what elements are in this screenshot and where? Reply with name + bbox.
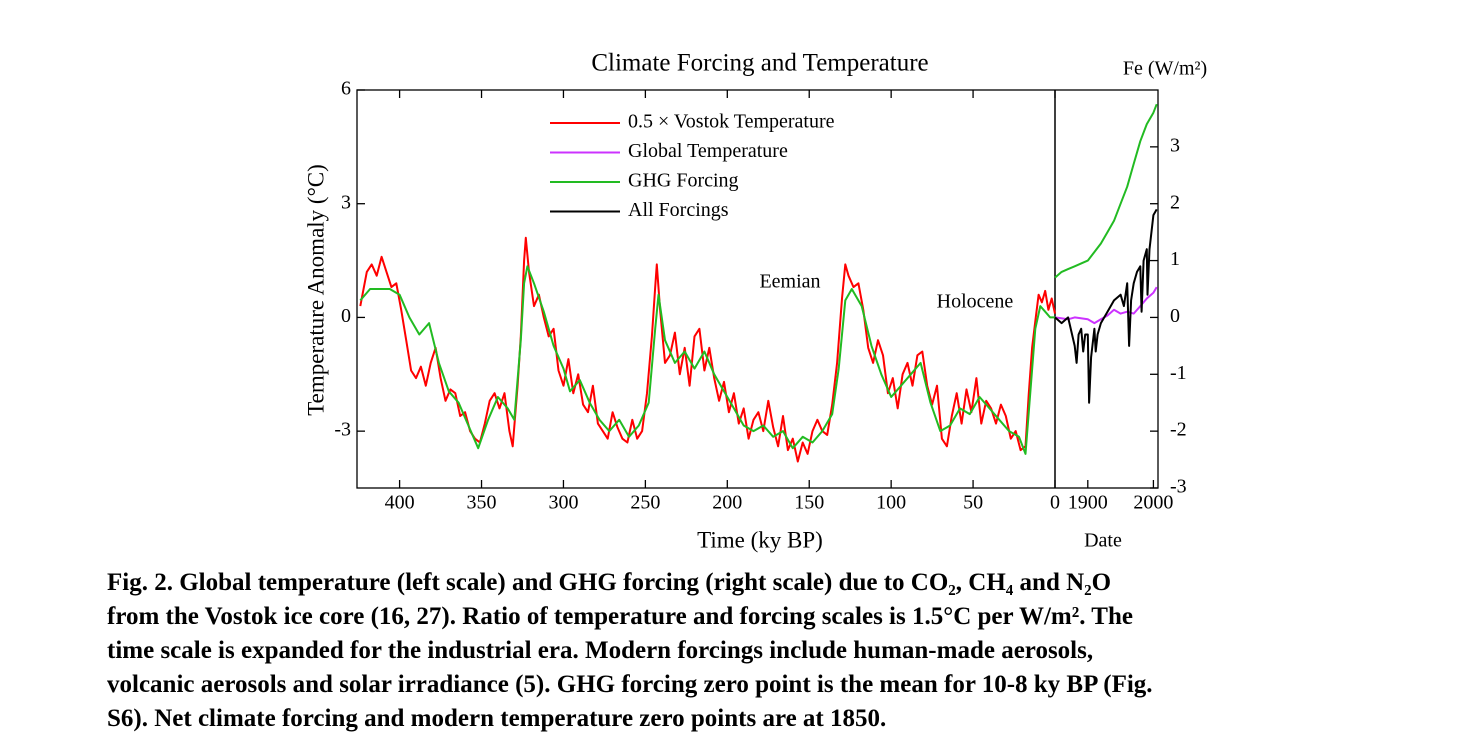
y2-tick-label: 3 <box>1170 134 1180 156</box>
x-axis-label: Time (ky BP) <box>697 527 823 552</box>
legend-label: 0.5 × Vostok Temperature <box>628 111 835 133</box>
caption-line: time scale is expanded for the industria… <box>107 637 1093 664</box>
y-tick-label: -3 <box>334 419 351 441</box>
x-tick-label: 200 <box>712 492 742 514</box>
y-tick-label: 6 <box>341 78 351 100</box>
series-line <box>1054 103 1158 279</box>
y2-tick-label: -2 <box>1170 419 1187 441</box>
x-tick-label: 50 <box>963 492 983 514</box>
y2-tick-label: 0 <box>1170 305 1180 327</box>
legend-label: All Forcings <box>628 199 729 221</box>
series-line <box>1054 286 1158 325</box>
y2-tick-label: 1 <box>1170 248 1180 270</box>
x-tick-label: 0 <box>1050 492 1060 514</box>
y2-tick-label: -3 <box>1170 476 1187 498</box>
series-line <box>359 236 1056 463</box>
x2-tick-label: 1900 <box>1068 492 1108 514</box>
y-tick-label: 0 <box>341 305 351 327</box>
series-line <box>1054 208 1158 404</box>
caption-line: from the Vostok ice core (16, 27). Ratio… <box>107 603 1133 630</box>
x-tick-label: 250 <box>630 492 660 514</box>
annotation: Eemian <box>759 271 820 293</box>
caption-line: S6). Net climate forcing and modern temp… <box>107 705 886 732</box>
x-tick-label: 150 <box>794 492 824 514</box>
y2-tick-label: -1 <box>1170 362 1187 384</box>
y2-tick-label: 2 <box>1170 191 1180 213</box>
series-line <box>359 265 1055 455</box>
x2-axis-label: Date <box>1084 530 1122 552</box>
chart-title: Climate Forcing and Temperature <box>591 50 928 77</box>
x-tick-label: 100 <box>876 492 906 514</box>
legend-label: Global Temperature <box>628 140 788 162</box>
annotation: Holocene <box>937 291 1014 313</box>
legend-label: GHG Forcing <box>628 170 739 192</box>
x2-tick-label: 2000 <box>1133 492 1173 514</box>
caption-line: volcanic aerosols and solar irradiance (… <box>107 671 1153 698</box>
plot-frame <box>356 89 1159 489</box>
x-tick-label: 350 <box>467 492 497 514</box>
x-tick-label: 300 <box>548 492 578 514</box>
x-tick-label: 400 <box>385 492 415 514</box>
y-tick-label: 3 <box>341 191 351 213</box>
y-axis-label: Temperature Anomaly (°C) <box>303 164 328 416</box>
y2-axis-label: Fe (W/m²) <box>1123 58 1207 80</box>
caption-line: Fig. 2. Global temperature (left scale) … <box>107 569 1111 596</box>
